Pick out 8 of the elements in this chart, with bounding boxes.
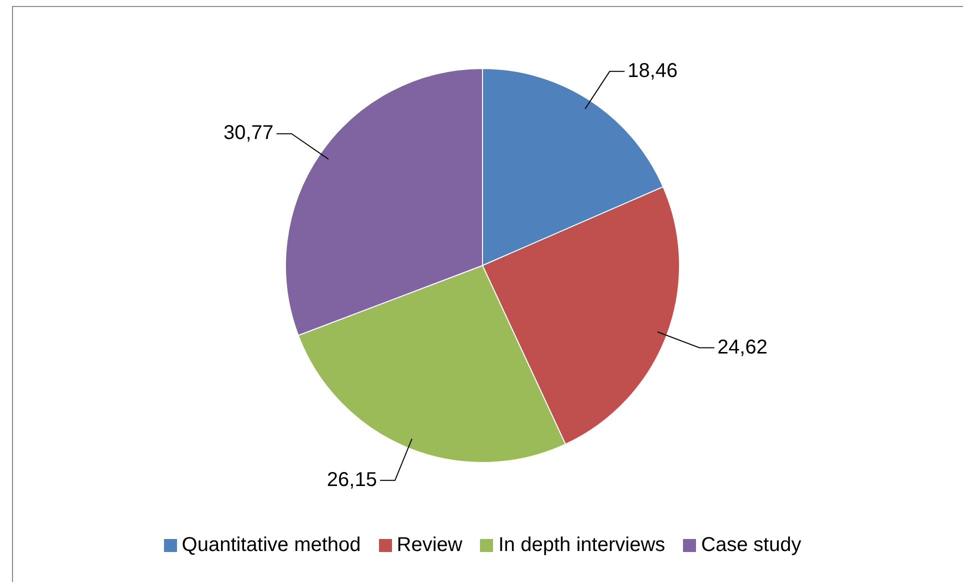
data-label: 26,15 (326, 468, 377, 491)
data-label: 30,77 (224, 122, 274, 144)
legend-label: Review (396, 534, 462, 557)
legend-label: In depth interviews (498, 534, 666, 557)
data-label: 24,62 (717, 336, 768, 358)
data-label: 18,46 (628, 60, 678, 82)
legend-label: Case study (701, 534, 802, 557)
legend-label: Quantitative method (182, 534, 361, 557)
